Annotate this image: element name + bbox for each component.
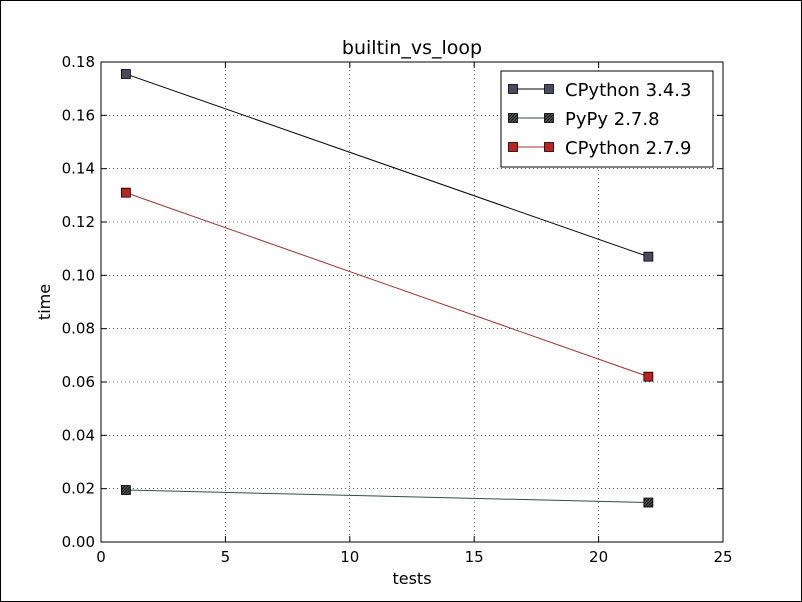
x-tick-label: 20 — [589, 548, 608, 566]
y-tick-label: 0.12 — [62, 213, 95, 231]
legend-marker — [544, 142, 554, 152]
y-tick-label: 0.04 — [62, 426, 95, 444]
x-tick-label: 25 — [713, 548, 732, 566]
legend-marker — [508, 113, 518, 123]
data-point — [643, 251, 654, 262]
series-line-3 — [125, 192, 649, 378]
x-tick-label: 5 — [221, 548, 231, 566]
data-point — [643, 497, 654, 508]
data-point — [120, 485, 131, 495]
y-tick-label: 0.00 — [62, 533, 95, 551]
y-tick-label: 0.18 — [62, 53, 95, 71]
legend-marker — [508, 142, 518, 152]
legend-marker — [544, 84, 554, 94]
x-axis-label: tests — [392, 569, 431, 588]
data-point — [643, 371, 654, 382]
x-tick-label: 15 — [465, 548, 484, 566]
legend-box — [500, 70, 714, 168]
y-tick-label: 0.16 — [62, 106, 95, 124]
x-tick-label: 10 — [340, 548, 359, 566]
chart-title: builtin_vs_loop — [342, 37, 482, 59]
y-axis-label: time — [35, 284, 54, 320]
series-line-1 — [125, 73, 649, 258]
series-layer — [120, 69, 654, 508]
plot-area-frame — [100, 61, 724, 543]
y-tick-label: 0.10 — [62, 266, 95, 284]
y-tick-label: 0.14 — [62, 160, 95, 178]
legend-label: PyPy 2.7.8 — [565, 109, 660, 130]
y-tick-label: 0.02 — [62, 480, 95, 498]
legend-label: CPython 2.7.9 — [565, 138, 691, 159]
data-point — [120, 69, 131, 79]
y-tick-label: 0.08 — [62, 320, 95, 338]
data-point — [120, 187, 131, 198]
legend-label: CPython 3.4.3 — [565, 80, 691, 101]
legend-marker — [508, 84, 518, 94]
legend: CPython 3.4.3 PyPy 2.7.8 CPython 2.7.9 — [500, 70, 714, 168]
y-tick-label: 0.06 — [62, 373, 95, 391]
legend-marker — [544, 113, 554, 123]
series-line-2 — [125, 489, 649, 504]
axis-ticks: 0 5 10 15 20 25 0.00 0.02 0.04 0.06 0.08 0.10 0.12 0.… — [62, 53, 733, 566]
x-tick-label: 0 — [96, 548, 106, 566]
